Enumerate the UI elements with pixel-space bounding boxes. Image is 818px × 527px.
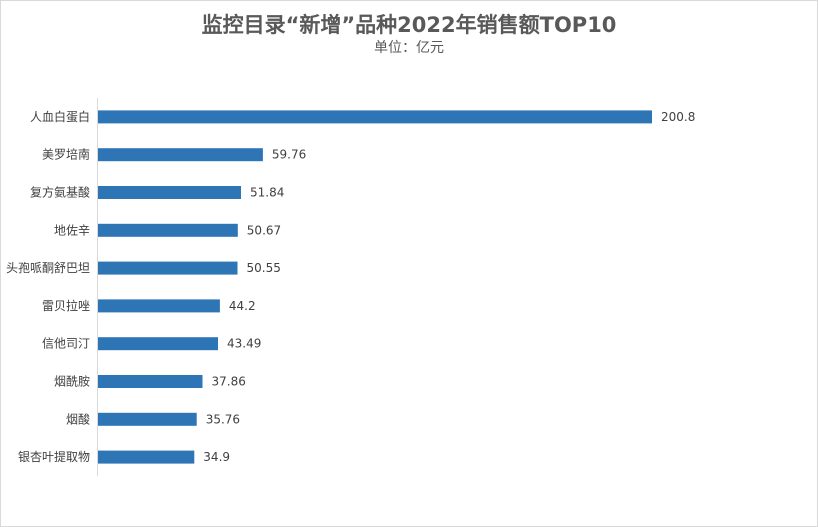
category-label: 银杏叶提取物 [18, 449, 90, 464]
bars-layer: 人血白蛋白 200.8 美罗培南 59.76 复方氨基酸 51.84 地佐辛 50.67 头孢哌… [6, 109, 695, 464]
bar [98, 450, 195, 464]
chart-subtitle: 单位：亿元 [374, 40, 444, 56]
data-label: 59.76 [272, 148, 306, 162]
category-label: 烟酸 [66, 411, 90, 426]
category-label: 人血白蛋白 [30, 109, 90, 124]
data-label: 35.76 [206, 412, 240, 426]
bar [98, 412, 197, 426]
data-label: 34.9 [203, 450, 230, 464]
bar [98, 110, 652, 124]
data-label: 37.86 [212, 375, 246, 389]
category-label: 复方氨基酸 [30, 185, 90, 200]
category-label: 头孢哌酮舒巴坦 [6, 261, 90, 275]
category-label: 美罗培南 [42, 147, 90, 162]
data-label: 200.8 [661, 110, 695, 124]
bar [98, 223, 238, 237]
data-label: 51.84 [250, 186, 284, 200]
category-label: 烟酰胺 [54, 375, 90, 389]
bar [98, 261, 238, 275]
chart-title: 监控目录“新增”品种2022年销售额TOP10 [201, 13, 617, 37]
category-label: 信他司汀 [42, 337, 90, 351]
data-label: 44.2 [229, 299, 256, 313]
data-label: 43.49 [227, 337, 261, 351]
bar [98, 337, 218, 351]
data-label: 50.55 [247, 261, 281, 275]
bar [98, 299, 220, 313]
bar [98, 148, 263, 162]
bar [98, 186, 241, 199]
category-label: 地佐辛 [54, 223, 90, 237]
category-label: 雷贝拉唑 [42, 298, 90, 313]
data-label: 50.67 [247, 223, 281, 237]
bar [98, 375, 203, 388]
